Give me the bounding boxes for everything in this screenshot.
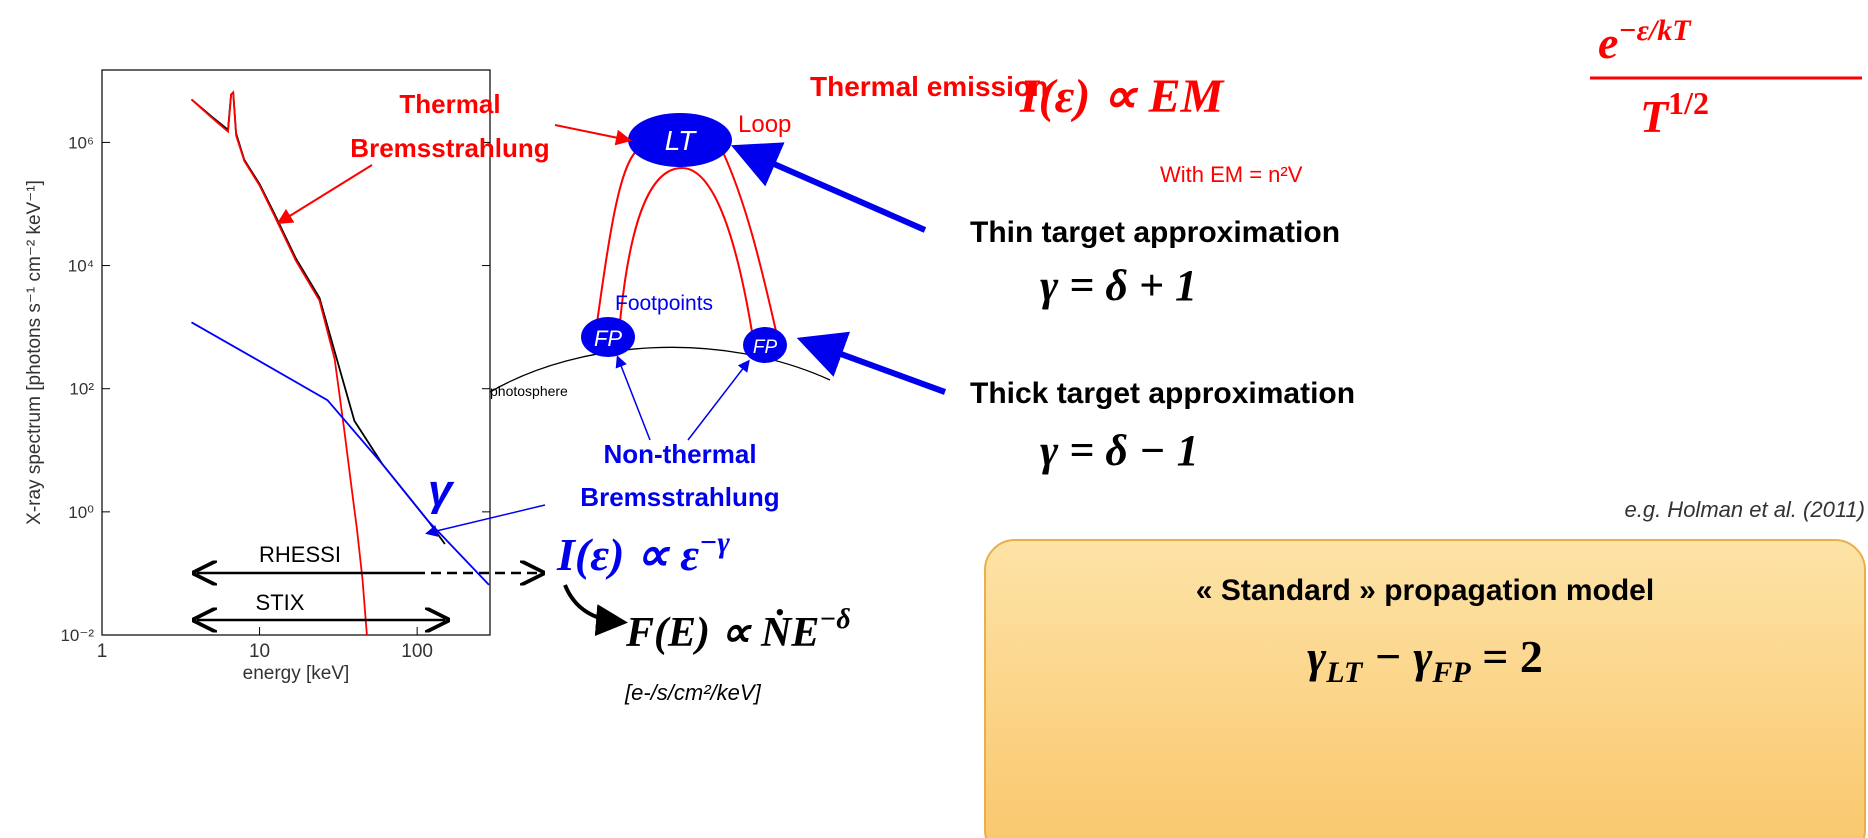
fp-source — [581, 317, 635, 357]
y-tick-label: 10⁶ — [68, 133, 94, 152]
label: Bremsstrahlung — [350, 133, 549, 163]
equation: γ = δ + 1 — [1040, 261, 1197, 310]
x-tick-label: 1 — [97, 641, 108, 662]
label: Non-thermal — [603, 439, 756, 469]
equation-part: −γ — [699, 526, 730, 559]
arrow — [425, 504, 546, 537]
y-tick-label: 10⁻² — [60, 626, 94, 645]
loop-line — [595, 147, 641, 331]
equation: γLT − γFP = 2 — [1307, 631, 1543, 689]
photosphere-line — [489, 346, 831, 393]
heading: « Standard » propagation model — [1196, 574, 1654, 607]
equation-part: 1/2 — [1668, 85, 1709, 121]
note: [e-/s/cm²/keV] — [624, 680, 762, 705]
label: LT — [665, 125, 697, 156]
equation-part: −δ — [819, 604, 850, 635]
equation-part: T — [1640, 91, 1670, 142]
model-box — [984, 539, 1866, 838]
spectrum-chart: 1 10 100 10⁻² 10⁰ 10² 10⁴ 10⁶ energy [keV] X-ray … — [24, 69, 540, 684]
fp-source — [743, 327, 787, 363]
label: Loop — [738, 111, 791, 138]
arrow — [276, 164, 373, 225]
loop-diagram — [276, 113, 947, 637]
equation: I(ε) ∝ ε−γ — [556, 526, 730, 580]
equation: γ = δ − 1 — [1040, 426, 1199, 475]
y-tick-label: 10⁴ — [68, 257, 94, 276]
equation: T1/2 — [1640, 85, 1709, 142]
label: Footpoints — [615, 292, 713, 315]
annotation: RHESSI — [259, 542, 341, 567]
equation-part: = 2 — [1471, 631, 1543, 682]
equation-part: FP — [1431, 656, 1471, 689]
equation: e−ε/kT — [1598, 14, 1692, 68]
y-tick-label: 10² — [69, 380, 94, 399]
label: FP — [753, 337, 778, 358]
heading: Thermal emission — [810, 71, 1048, 102]
annotation: STIX — [256, 590, 305, 615]
equation-part: F(E) ∝ ṄE — [625, 609, 819, 656]
arrow — [796, 331, 947, 395]
equation-part: LT — [1325, 656, 1364, 689]
x-axis-label: energy [keV] — [243, 663, 350, 684]
label: Bremsstrahlung — [580, 482, 779, 512]
y-axis-label: X-ray spectrum [photons s⁻¹ cm⁻² keV⁻¹] — [24, 180, 45, 525]
loop-line — [619, 166, 753, 333]
equation: I(ε) ∝ EM — [1019, 70, 1226, 123]
label: FP — [594, 326, 622, 351]
x-tick-label: 10 — [249, 641, 270, 662]
arrow — [554, 124, 632, 146]
equation: F(E) ∝ ṄE−δ — [625, 604, 851, 656]
series-line — [191, 321, 490, 586]
equation-part: e — [1598, 17, 1618, 68]
label: Thermal — [399, 89, 500, 119]
series-line — [190, 90, 368, 636]
heading: Thick target approximation — [970, 377, 1355, 410]
arrow — [563, 584, 628, 637]
equation-part: − γ — [1362, 631, 1433, 682]
equation-part: I(ε) ∝ ε — [556, 529, 699, 580]
x-tick-label: 100 — [401, 641, 433, 662]
heading: Thin target approximation — [970, 216, 1340, 249]
equation-part: −ε/kT — [1618, 14, 1692, 47]
annotation: γ — [428, 466, 455, 515]
reference: e.g. Holman et al. (2011) — [1625, 497, 1866, 522]
y-tick-label: 10⁰ — [68, 503, 94, 522]
arrow — [731, 142, 927, 233]
arrow — [615, 355, 651, 441]
plot-frame — [101, 69, 491, 636]
equation-part: γ — [1307, 631, 1327, 682]
loop-line — [721, 149, 779, 341]
label: photosphere — [490, 383, 568, 399]
lt-source — [628, 113, 732, 167]
arrow — [687, 359, 750, 441]
note: With EM = n²V — [1160, 162, 1303, 187]
